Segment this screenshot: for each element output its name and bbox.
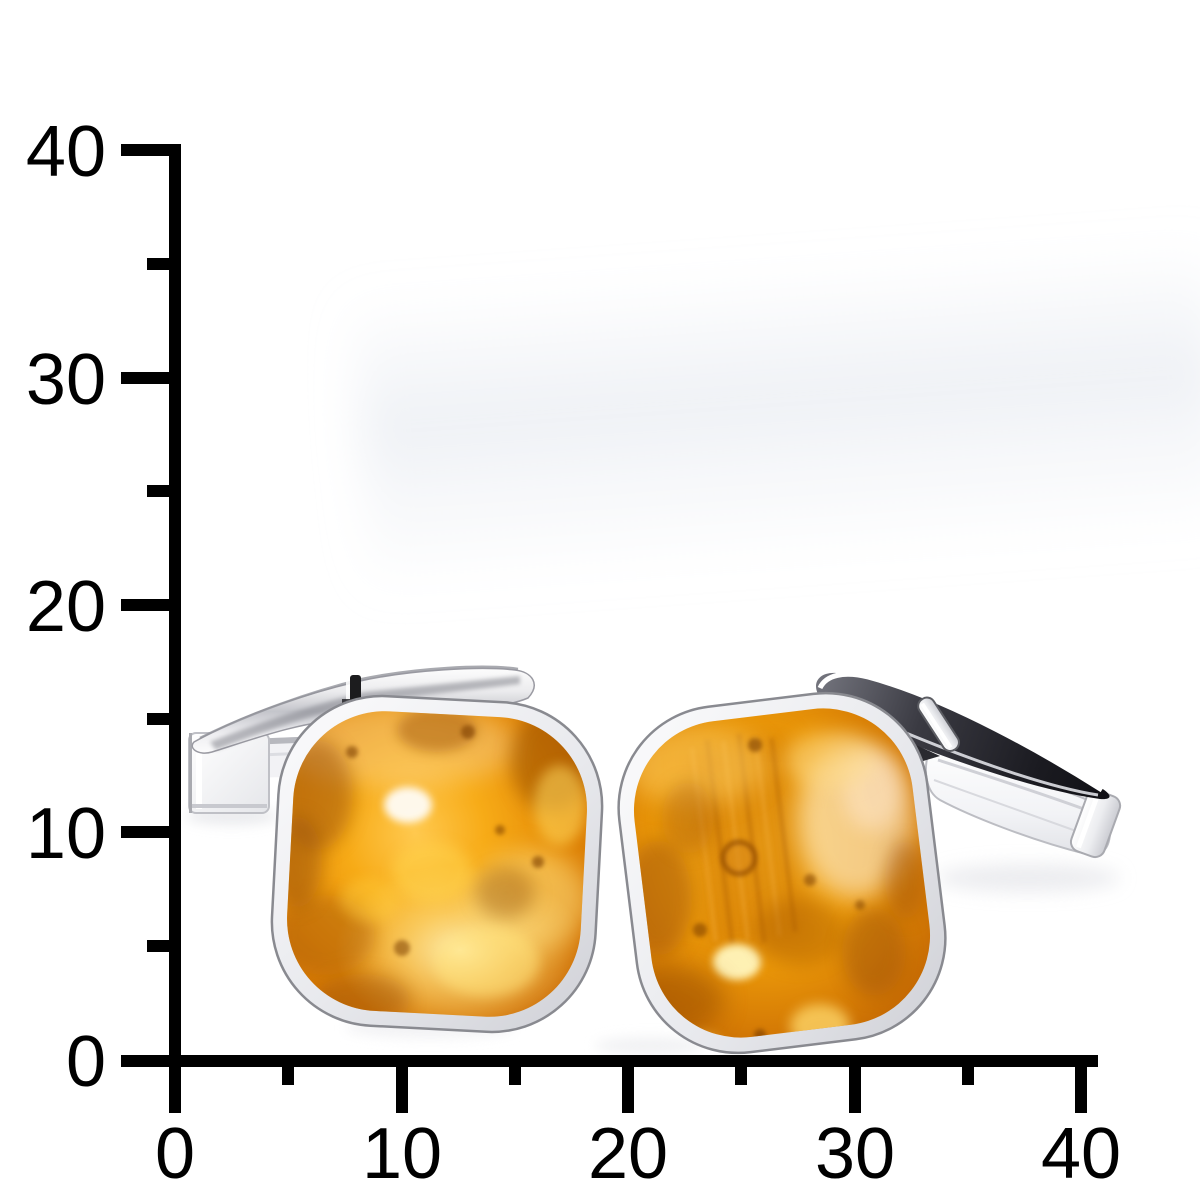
x-tick-label-0: 0: [155, 1114, 195, 1194]
amber-bubble: [724, 843, 754, 873]
y-tick-label-40: 40: [26, 112, 106, 192]
left-post-highlight: [346, 676, 350, 710]
y-tick-label-20: 20: [26, 567, 106, 647]
y-minor-tick-35: [147, 258, 175, 270]
left-hinge-bottom-seam: [191, 804, 267, 808]
x-tick-label-40: 40: [1041, 1114, 1121, 1194]
x-minor-tick-35: [962, 1061, 974, 1085]
amber-inclusion: [475, 867, 535, 919]
amber-fleck: [340, 878, 400, 922]
shadow-right-stone: [595, 1037, 705, 1055]
amber-fleck: [534, 765, 586, 845]
x-minor-tick-15: [509, 1061, 521, 1085]
amber-bubble-ring: [720, 839, 758, 877]
amber-glare-dot: [384, 787, 432, 823]
y-major-tick-30: [121, 372, 175, 384]
x-tick-label-30: 30: [815, 1114, 895, 1194]
amber-fleck: [785, 732, 875, 788]
amber-inclusion: [397, 708, 477, 752]
amber-inclusion: [756, 898, 844, 966]
x-minor-tick-25: [735, 1061, 747, 1085]
right-swivel-post: [917, 696, 960, 752]
amber-inclusion: [662, 782, 714, 854]
shadow-right-arm: [936, 864, 1120, 892]
amber-speck: [532, 856, 544, 868]
x-tick-label-10: 10: [362, 1114, 442, 1194]
left-toggle-bar-top-seam: [199, 665, 519, 740]
x-axis-line: [121, 1055, 1098, 1067]
amber-fleck: [392, 842, 472, 902]
left-hinge-highlight: [196, 738, 202, 809]
amber-inclusion: [885, 840, 925, 920]
y-axis-line: [169, 144, 181, 1113]
measurement-scale: 40 30 20 10 0 0 10 20 30 40: [26, 112, 1121, 1194]
right-arm-line: [937, 758, 1093, 814]
right-cufflink: [617, 671, 1122, 1055]
left-hinge-edge: [189, 733, 192, 813]
right-amber-texture: [623, 725, 925, 1048]
left-amber-texture: [282, 706, 591, 1022]
amber-speck: [804, 874, 816, 886]
y-major-tick-20: [121, 599, 175, 611]
x-major-tick-40: [1075, 1061, 1087, 1113]
left-cufflink: [188, 665, 604, 1034]
y-axis: 40 30 20 10 0: [26, 112, 181, 1113]
y-major-tick-40: [121, 144, 175, 156]
y-tick-label-10: 10: [26, 794, 106, 874]
amber-glow: [713, 944, 761, 980]
y-minor-tick-5: [147, 940, 175, 952]
amber-speck: [394, 940, 410, 956]
y-tick-label-30: 30: [26, 340, 106, 420]
amber-speck: [748, 738, 762, 752]
left-toggle-bar-reflection: [210, 676, 520, 750]
amber-speck: [346, 746, 358, 758]
y-minor-tick-15: [147, 713, 175, 725]
x-major-tick-20: [622, 1061, 634, 1113]
x-tick-label-20: 20: [588, 1114, 668, 1194]
y-tick-label-0: 0: [66, 1022, 106, 1102]
y-minor-tick-25: [147, 485, 175, 497]
x-minor-tick-5: [282, 1061, 294, 1085]
amber-fleck: [435, 928, 539, 996]
x-major-tick-30: [849, 1061, 861, 1113]
amber-inclusion: [842, 908, 906, 996]
x-axis: 0 10 20 30 40: [121, 1055, 1121, 1194]
y-major-tick-10: [121, 826, 175, 838]
background-gradient-band: [350, 235, 1200, 595]
right-toggle-bar-top-edge: [817, 671, 1104, 793]
amber-speck: [461, 725, 475, 739]
x-major-tick-10: [396, 1061, 408, 1113]
amber-speck: [693, 923, 707, 937]
amber-speck: [495, 825, 505, 835]
right-arm-endcap: [1069, 789, 1122, 859]
right-toggle-bar: [816, 672, 1110, 800]
amber-speck: [855, 900, 865, 910]
